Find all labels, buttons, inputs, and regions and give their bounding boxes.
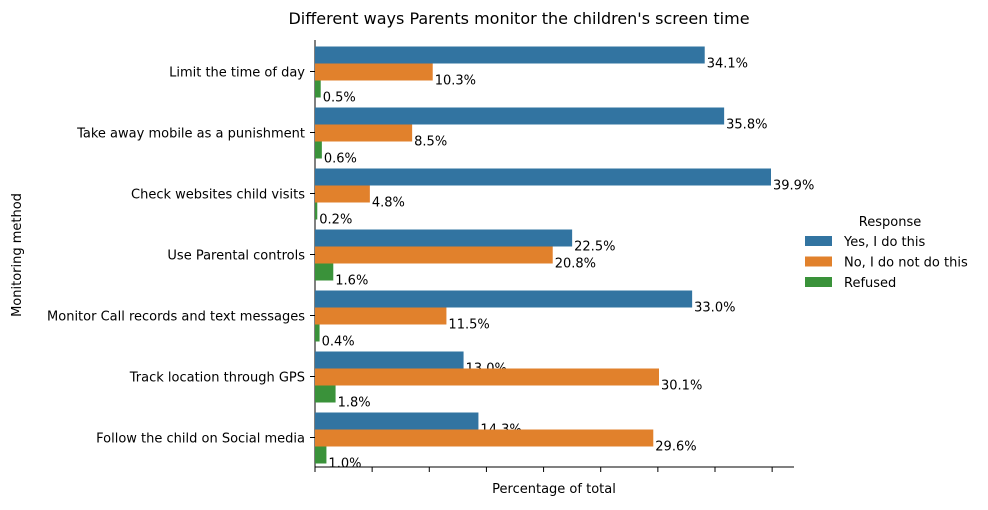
bar-refused [315, 324, 320, 342]
y-tick-label: Limit the time of day [169, 66, 305, 81]
bar-refused [315, 385, 336, 403]
bar-no-i-do-not-do-this [315, 307, 447, 325]
bar-no-i-do-not-do-this [315, 429, 654, 447]
bar-refused [315, 141, 322, 159]
data-label: 8.5% [414, 135, 447, 150]
data-label: 30.1% [661, 379, 702, 394]
y-tick-label: Check websites child visits [131, 188, 305, 203]
data-label: 10.3% [435, 74, 476, 89]
data-label: 1.0% [328, 457, 361, 472]
data-label: 11.5% [448, 318, 489, 333]
data-label: 35.8% [726, 118, 767, 133]
data-label: 1.8% [338, 396, 371, 411]
legend-swatch [805, 236, 832, 246]
data-label: 29.6% [655, 440, 696, 455]
y-tick-label: Use Parental controls [167, 249, 305, 264]
data-label: 0.2% [319, 213, 352, 228]
bar-no-i-do-not-do-this [315, 63, 433, 81]
legend-entry: Refused [844, 276, 896, 291]
data-label: 20.8% [555, 257, 596, 272]
data-label: 0.6% [324, 152, 357, 167]
data-label: 34.1% [707, 57, 748, 72]
chart-title: Different ways Parents monitor the child… [288, 9, 749, 28]
legend-swatch [805, 277, 832, 287]
legend-entry: No, I do not do this [844, 256, 968, 271]
data-label: 33.0% [694, 301, 735, 316]
data-label: 39.9% [773, 179, 814, 194]
data-label: 0.5% [323, 91, 356, 106]
bar-no-i-do-not-do-this [315, 124, 413, 142]
bar-yes-i-do-this [315, 290, 693, 308]
bar-yes-i-do-this [315, 229, 573, 247]
plot-area: Limit the time of day Take away mobile as… [47, 40, 814, 472]
data-label: 0.4% [322, 335, 355, 350]
bar-refused [315, 202, 318, 220]
y-axis-label: Monitoring method [10, 193, 25, 317]
x-axis-label: Percentage of total [492, 482, 616, 497]
bar-yes-i-do-this [315, 351, 464, 369]
legend-swatch [805, 256, 832, 267]
bar-yes-i-do-this [315, 168, 771, 186]
bar-no-i-do-not-do-this [315, 368, 659, 386]
bar-no-i-do-not-do-this [315, 246, 553, 264]
bar-refused [315, 80, 321, 98]
legend-title: Response [859, 215, 921, 230]
bar-refused [315, 446, 327, 464]
data-label: 22.5% [574, 240, 615, 255]
bar-yes-i-do-this [315, 107, 725, 125]
y-tick-label: Follow the child on Social media [96, 432, 305, 447]
y-tick-label: Take away mobile as a punishment [76, 127, 305, 142]
bar-no-i-do-not-do-this [315, 185, 370, 203]
legend-entry: Yes, I do this [843, 235, 926, 250]
bar-refused [315, 263, 334, 281]
legend: Response Yes, I do this No, I do not do t… [805, 215, 968, 291]
y-tick-label: Monitor Call records and text messages [47, 310, 305, 325]
data-label: 4.8% [372, 196, 405, 211]
y-tick-label: Track location through GPS [129, 371, 305, 386]
data-label: 1.6% [335, 274, 368, 289]
bar-yes-i-do-this [315, 46, 705, 64]
bar-yes-i-do-this [315, 412, 479, 430]
